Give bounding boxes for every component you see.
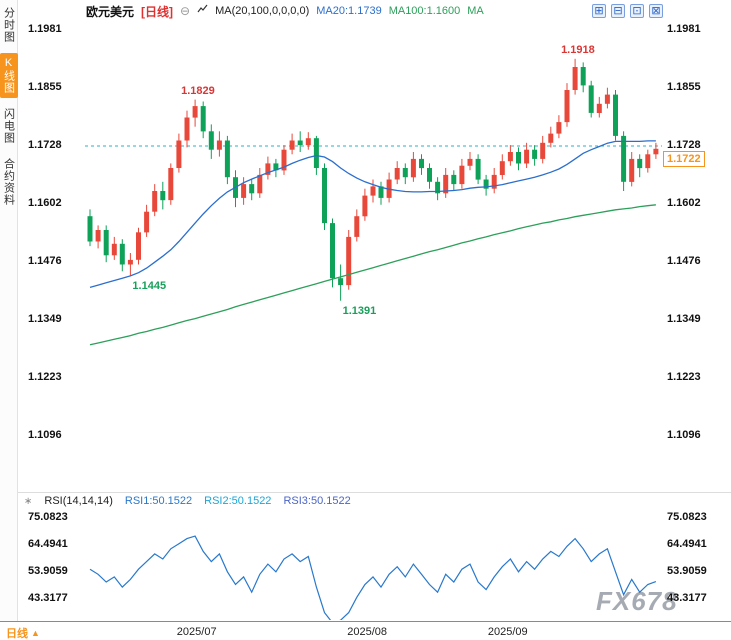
x-axis-label: 2025/07 (176, 626, 217, 638)
x-axis-label: 2025/09 (487, 626, 528, 638)
y-axis-label-right: 1.1476 (667, 254, 701, 267)
fullscreen-icon[interactable]: ⊠ (649, 4, 663, 18)
rsi-header: ∗ RSI(14,14,14) RSI1:50.1522 RSI2:50.152… (24, 495, 351, 507)
ma-line-icon (197, 4, 208, 18)
y-axis-label-left: 1.1855 (28, 80, 62, 93)
symbol-name: 欧元美元 (86, 4, 135, 19)
chart-annotation: 1.1829 (181, 84, 215, 97)
rsi-axis-label-left: 64.4941 (28, 538, 68, 550)
y-axis-label-right: 1.1223 (667, 370, 701, 383)
y-axis-label-right: 1.1981 (667, 22, 701, 35)
y-axis-label-left: 1.1981 (28, 22, 62, 35)
sidebar-tab-lightning[interactable]: 闪电图 (2, 108, 15, 144)
indicator-panel-icon[interactable]: ⊡ (630, 4, 644, 18)
ma-extra-label: MA (467, 5, 484, 17)
rsi-axis-label-left: 53.9059 (28, 565, 68, 577)
rsi3-value: RSI3:50.1522 (283, 495, 351, 507)
rsi-axis-label-right: 64.4941 (667, 538, 707, 550)
y-axis-label-left: 1.1349 (28, 313, 62, 325)
y-axis-label-left: 1.1223 (28, 370, 62, 383)
sidebar: 分时图 K线图 闪电图 合约资料 (0, 0, 18, 621)
y-axis-label-right: 1.1349 (667, 313, 701, 325)
y-axis-label-left: 1.1728 (28, 139, 62, 151)
y-axis-label-left: 1.1476 (28, 254, 62, 267)
period-selector-label: 日线 (6, 628, 28, 640)
y-axis-label-right: 1.1096 (667, 429, 701, 442)
period-tag: [日线] (141, 4, 174, 19)
rsi-axis-label-right: 75.0823 (667, 511, 707, 523)
rsi-axis-label-right: 43.3177 (667, 591, 707, 604)
y-axis-label-left: 1.1096 (28, 429, 62, 442)
rsi-axis-label-right: 53.9059 (667, 565, 707, 577)
rsi1-value: RSI1:50.1522 (124, 495, 193, 507)
rsi-axis-label-left: 75.0823 (28, 511, 68, 523)
split-panel-icon[interactable]: ⊟ (611, 4, 625, 18)
watermark: FX678 (596, 586, 678, 616)
ma100-value: MA100:1.1600 (388, 5, 461, 17)
collapse-icon[interactable]: ⊖ (180, 4, 191, 18)
y-axis-label-right: 1.1602 (667, 196, 701, 209)
bottom-bar: 日线 ▲ 2025/07 2025/08 2025/09 (0, 621, 731, 640)
arrow-up-icon: ▲ (31, 628, 40, 638)
rsi2-value: RSI2:50.1522 (204, 495, 272, 507)
rsi-axis-label-left: 43.3177 (28, 591, 68, 604)
chart-annotation: 1.1918 (561, 43, 595, 56)
y-axis-label-right: 1.1855 (667, 80, 701, 93)
chart-annotation: 1.1445 (132, 279, 167, 292)
last-price-tag: 1.1722 (663, 151, 705, 167)
chart-annotation: 1.1391 (342, 304, 377, 317)
grid-layout-icon[interactable]: ⊞ (592, 4, 606, 18)
x-axis-label: 2025/08 (347, 626, 388, 638)
sidebar-tab-contract-info[interactable]: 合约资料 (2, 158, 15, 206)
chart-header: 欧元美元 [日线] ⊖ MA(20,100,0,0,0,0) MA20:1.17… (86, 3, 484, 19)
y-axis-label-right: 1.1728 (667, 139, 701, 151)
sidebar-tab-timeshare[interactable]: 分时图 (2, 7, 15, 43)
ma-settings-label: MA(20,100,0,0,0,0) (215, 5, 310, 17)
rsi-title: RSI(14,14,14) (44, 495, 113, 507)
period-selector[interactable]: 日线 ▲ (6, 625, 40, 640)
chart-toolbar: ⊞ ⊟ ⊡ ⊠ (592, 4, 663, 18)
indicator-settings-icon[interactable]: ∗ (24, 495, 33, 507)
sidebar-tab-kline[interactable]: K线图 (0, 53, 18, 98)
ma20-value: MA20:1.1739 (316, 5, 382, 17)
y-axis-label-left: 1.1602 (28, 196, 62, 209)
